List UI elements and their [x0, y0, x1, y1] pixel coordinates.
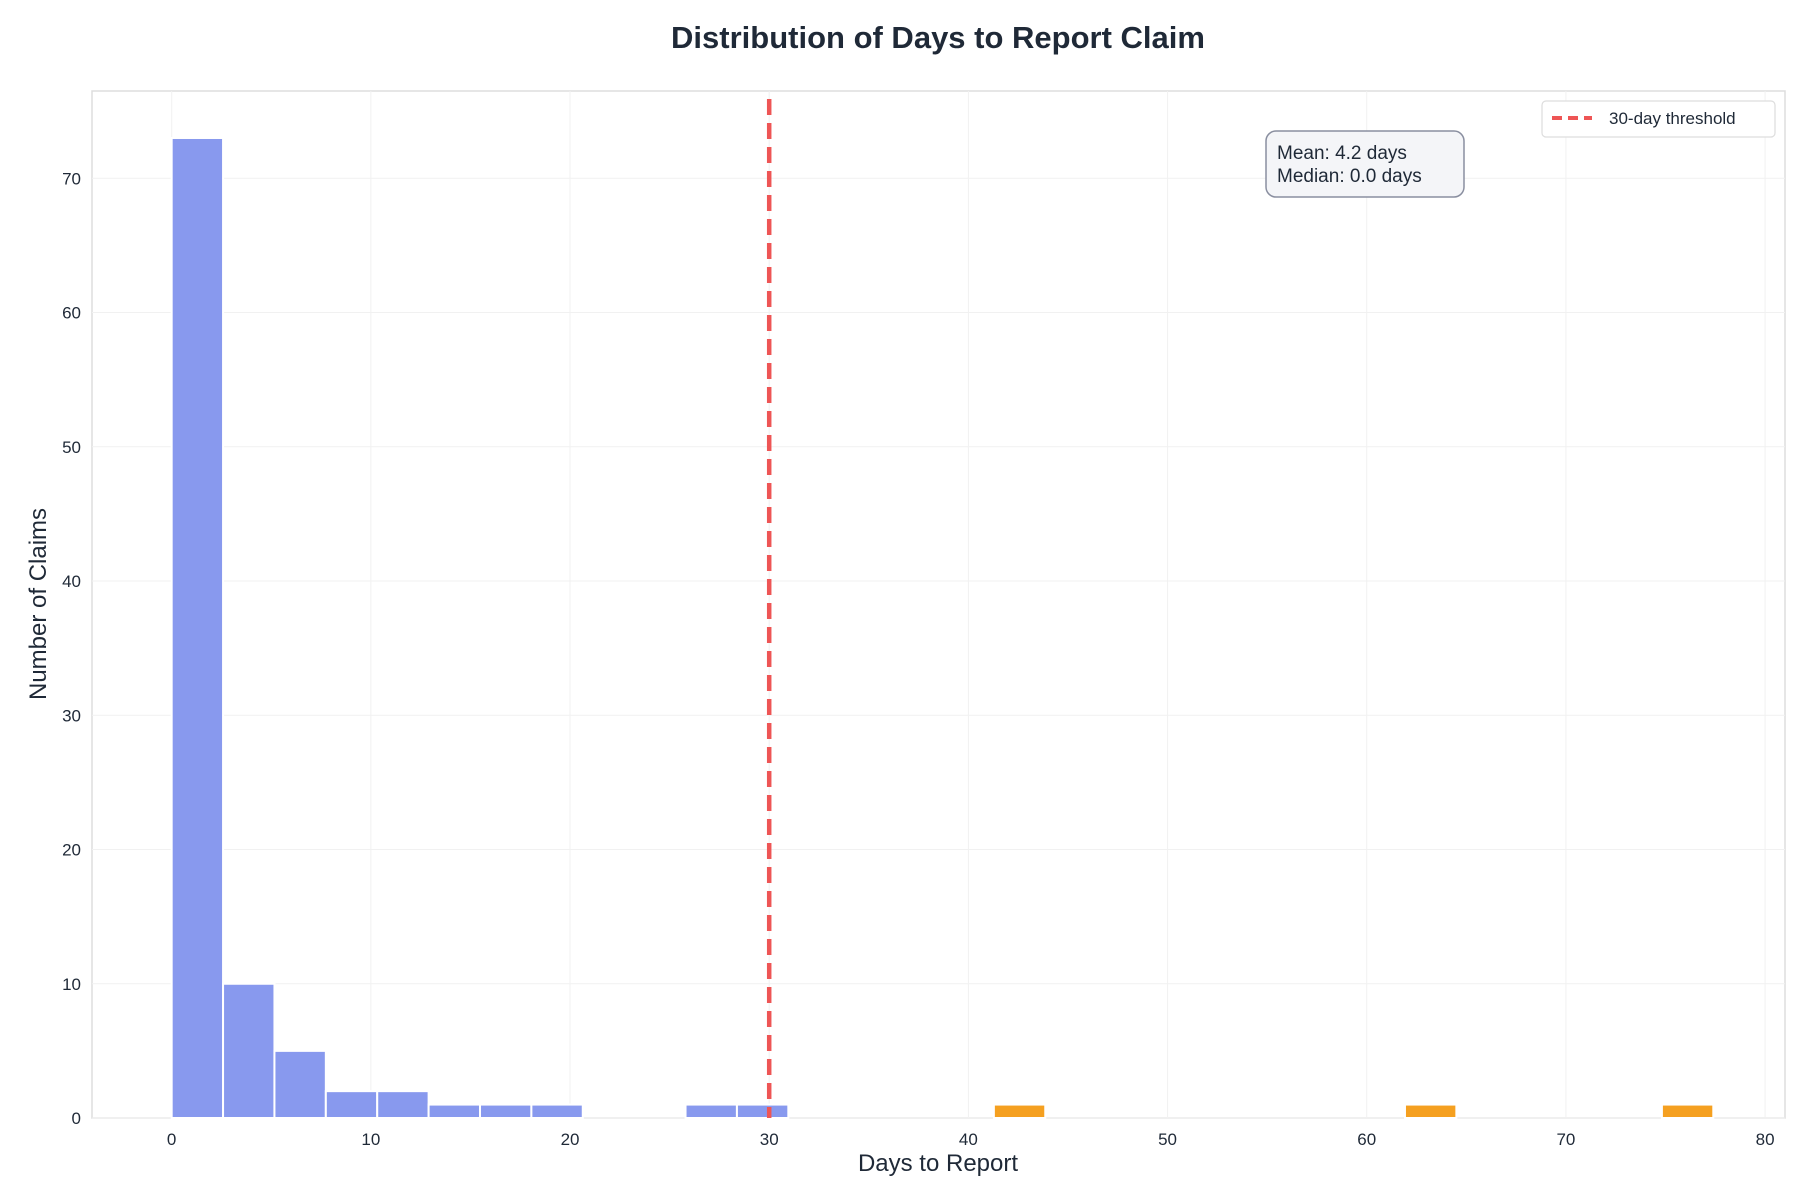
- y-axis-label: Number of Claims: [25, 508, 52, 700]
- x-tick-label: 0: [167, 1130, 176, 1149]
- y-axis-ticks: 0 10 20 30 40 50 60 70: [62, 169, 81, 1128]
- stats-mean: Mean: 4.2 days: [1277, 143, 1407, 164]
- y-tick-label: 20: [62, 841, 81, 860]
- histogram-bar: [992, 1103, 1047, 1120]
- legend-threshold-label: 30-day threshold: [1609, 109, 1736, 128]
- x-axis-ticks: 0 10 20 30 40 50 60 70 80: [167, 1130, 1775, 1149]
- histogram-bar: [427, 1103, 481, 1120]
- stats-median: Median: 0.0 days: [1277, 166, 1422, 187]
- chart-title: Distribution of Days to Report Claim: [671, 20, 1205, 55]
- y-tick-label: 50: [62, 438, 81, 457]
- histogram-bar: [530, 1103, 584, 1120]
- legend: 30-day threshold: [1541, 100, 1776, 138]
- legend-box: [1541, 100, 1776, 138]
- x-tick-label: 70: [1556, 1130, 1575, 1149]
- x-tick-label: 60: [1357, 1130, 1376, 1149]
- x-tick-label: 20: [561, 1130, 580, 1149]
- histogram-bars: [170, 136, 1715, 1120]
- grid-lines: [92, 91, 1785, 1119]
- y-tick-label: 30: [62, 706, 81, 725]
- histogram-bar: [170, 136, 225, 1119]
- histogram-bar: [376, 1090, 430, 1119]
- histogram-bar: [273, 1049, 327, 1120]
- histogram-bar: [684, 1103, 738, 1120]
- x-axis-label: Days to Report: [858, 1150, 1018, 1177]
- x-tick-label: 30: [760, 1130, 779, 1149]
- x-tick-label: 80: [1756, 1130, 1775, 1149]
- histogram-bar: [735, 1103, 790, 1120]
- histogram-bar: [324, 1090, 379, 1119]
- x-tick-label: 40: [959, 1130, 978, 1149]
- plot-area: [91, 90, 1786, 1119]
- stats-box-background: [1265, 130, 1465, 198]
- y-tick-label: 10: [62, 975, 81, 994]
- y-tick-label: 60: [62, 304, 81, 323]
- y-tick-label: 40: [62, 572, 81, 591]
- y-tick-label: 70: [62, 169, 81, 188]
- x-tick-label: 50: [1158, 1130, 1177, 1149]
- stats-annotation: Mean: 4.2 days Median: 0.0 days: [1265, 130, 1465, 198]
- y-tick-label: 0: [72, 1109, 81, 1128]
- histogram-bar: [222, 982, 276, 1120]
- histogram-bar: [478, 1103, 533, 1120]
- histogram-bar: [1403, 1103, 1458, 1120]
- histogram-bar: [1660, 1103, 1715, 1120]
- x-tick-label: 10: [361, 1130, 380, 1149]
